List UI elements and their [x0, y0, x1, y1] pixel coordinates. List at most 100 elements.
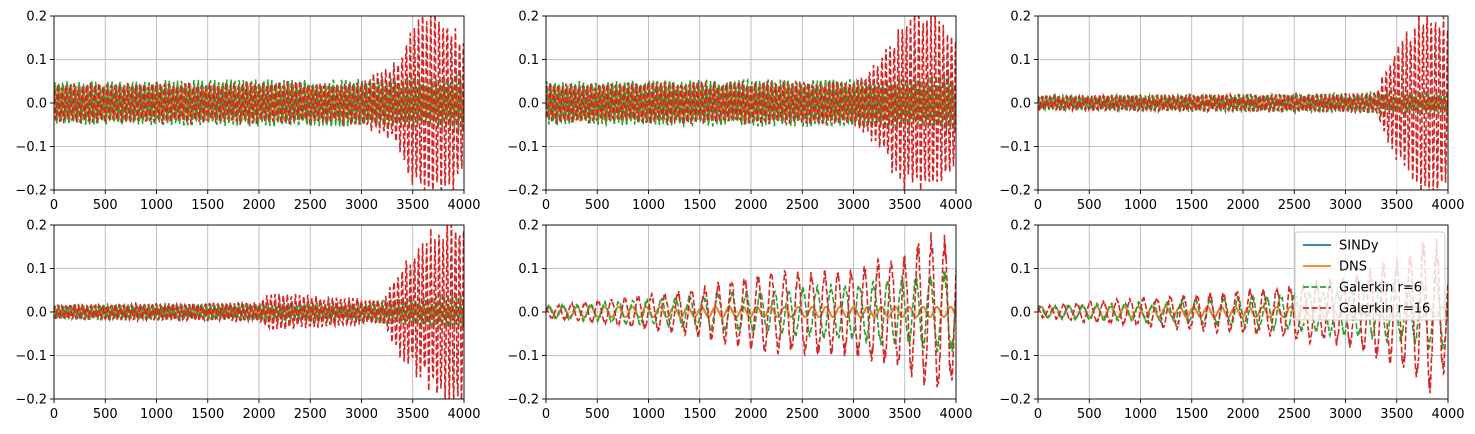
- x-tick-label: 2500: [1278, 198, 1311, 213]
- x-tick-label: 3500: [888, 198, 921, 213]
- x-tick-label: 2000: [734, 407, 767, 422]
- y-tick-label: 0.1: [26, 53, 47, 68]
- series-line-galerkin-r-16: [54, 16, 464, 190]
- x-tick-label: 1500: [191, 407, 224, 422]
- y-tick-label: 0.1: [26, 262, 47, 277]
- panel-top-right: 0 500 1000 1500 2000 2500 3000 3500 4000 −0.2 −0.1…: [999, 10, 1464, 214]
- x-tick-label: 1500: [683, 198, 716, 213]
- legend: SINDy DNS Galerkin r=6 Galerkin r=16: [1294, 231, 1446, 321]
- x-tick-label: 4000: [939, 407, 972, 422]
- y-tick-label: 0.1: [1010, 53, 1031, 68]
- x-tick-label: 2500: [1278, 407, 1311, 422]
- x-tick-label: 1500: [191, 198, 224, 213]
- panel-bottom-left: 0 500 1000 1500 2000 2500 3000 3500 4000 −0.2 −0.1…: [15, 219, 480, 423]
- y-tick-label: 0.0: [1010, 97, 1031, 112]
- y-tick-label: 0.2: [518, 10, 539, 25]
- y-tick-label: 0.0: [26, 306, 47, 321]
- series-line-galerkin-r-16: [546, 232, 956, 388]
- x-tick-label: 500: [585, 198, 610, 213]
- x-tick-label: 1500: [1175, 407, 1208, 422]
- x-tick-label: 2500: [786, 407, 819, 422]
- y-tick-label: 0.0: [26, 97, 47, 112]
- y-tick-label: −0.1: [15, 140, 47, 155]
- x-tick-label: 0: [542, 198, 550, 213]
- x-tick-label: 3500: [1380, 198, 1413, 213]
- legend-label: Galerkin r=16: [1339, 302, 1430, 317]
- y-tick-label: −0.1: [507, 349, 539, 364]
- x-tick-label: 3500: [888, 407, 921, 422]
- legend-box: [1294, 231, 1446, 321]
- x-tick-label: 3500: [1380, 407, 1413, 422]
- x-tick-label: 0: [50, 407, 58, 422]
- y-tick-label: 0.1: [518, 262, 539, 277]
- y-tick-label: 0.2: [26, 10, 47, 25]
- x-tick-label: 4000: [1431, 407, 1464, 422]
- x-tick-label: 500: [93, 407, 118, 422]
- x-tick-label: 2500: [294, 407, 327, 422]
- legend-label: DNS: [1339, 260, 1367, 275]
- x-tick-label: 500: [585, 407, 610, 422]
- x-tick-label: 500: [93, 198, 118, 213]
- x-tick-label: 3000: [837, 198, 870, 213]
- series-line-galerkin-r-16: [54, 225, 464, 399]
- x-tick-label: 3000: [345, 198, 378, 213]
- y-tick-label: −0.2: [15, 393, 47, 408]
- x-tick-label: 2500: [786, 198, 819, 213]
- series-line-galerkin-r-16: [1038, 16, 1448, 190]
- y-tick-label: −0.2: [999, 393, 1031, 408]
- y-tick-label: −0.1: [15, 349, 47, 364]
- x-tick-label: 0: [1034, 407, 1042, 422]
- legend-label: Galerkin r=6: [1339, 281, 1422, 296]
- x-tick-label: 4000: [447, 407, 480, 422]
- x-tick-label: 1000: [140, 407, 173, 422]
- panel-top-left: 0 500 1000 1500 2000 2500 3000 3500 4000 −0.2 −0.1…: [15, 10, 480, 214]
- y-tick-label: −0.1: [507, 140, 539, 155]
- legend-label: SINDy: [1339, 239, 1379, 254]
- x-tick-label: 500: [1077, 198, 1102, 213]
- y-tick-label: 0.1: [1010, 262, 1031, 277]
- series-line-galerkin-r-16: [546, 16, 956, 190]
- y-tick-label: −0.2: [507, 184, 539, 199]
- x-tick-label: 0: [1034, 198, 1042, 213]
- x-tick-label: 0: [542, 407, 550, 422]
- y-tick-label: 0.2: [1010, 219, 1031, 234]
- x-tick-label: 2000: [734, 198, 767, 213]
- x-tick-label: 500: [1077, 407, 1102, 422]
- x-tick-label: 1000: [632, 407, 665, 422]
- x-tick-label: 1000: [140, 198, 173, 213]
- x-tick-label: 2000: [242, 198, 275, 213]
- y-tick-label: 0.0: [518, 97, 539, 112]
- x-tick-label: 2000: [1226, 407, 1259, 422]
- panel-top-middle: 0 500 1000 1500 2000 2500 3000 3500 4000 −0.2 −0.1…: [507, 10, 972, 214]
- x-tick-label: 0: [50, 198, 58, 213]
- y-tick-label: 0.2: [518, 219, 539, 234]
- x-tick-label: 4000: [1431, 198, 1464, 213]
- x-tick-label: 2000: [242, 407, 275, 422]
- y-tick-label: 0.0: [1010, 306, 1031, 321]
- x-tick-label: 3000: [1329, 198, 1362, 213]
- x-tick-label: 1500: [1175, 198, 1208, 213]
- x-tick-label: 3500: [396, 407, 429, 422]
- x-tick-label: 2000: [1226, 198, 1259, 213]
- series-line-galerkin-r-6: [546, 271, 956, 353]
- panel-bottom-middle: 0 500 1000 1500 2000 2500 3000 3500 4000 −0.2 −0.1…: [507, 219, 972, 423]
- y-tick-label: 0.2: [1010, 10, 1031, 25]
- y-tick-label: −0.1: [999, 349, 1031, 364]
- y-tick-label: 0.1: [518, 53, 539, 68]
- y-tick-label: 0.2: [26, 219, 47, 234]
- x-tick-label: 1000: [632, 198, 665, 213]
- x-tick-label: 3000: [345, 407, 378, 422]
- x-tick-label: 2500: [294, 198, 327, 213]
- x-tick-label: 1000: [1124, 198, 1157, 213]
- y-tick-label: −0.2: [507, 393, 539, 408]
- y-tick-label: −0.2: [999, 184, 1031, 199]
- y-tick-label: −0.1: [999, 140, 1031, 155]
- x-tick-label: 4000: [447, 198, 480, 213]
- x-tick-label: 1500: [683, 407, 716, 422]
- x-tick-label: 3000: [1329, 407, 1362, 422]
- x-tick-label: 3500: [396, 198, 429, 213]
- x-tick-label: 4000: [939, 198, 972, 213]
- x-tick-label: 1000: [1124, 407, 1157, 422]
- series-line-galerkin-r-6: [54, 73, 464, 132]
